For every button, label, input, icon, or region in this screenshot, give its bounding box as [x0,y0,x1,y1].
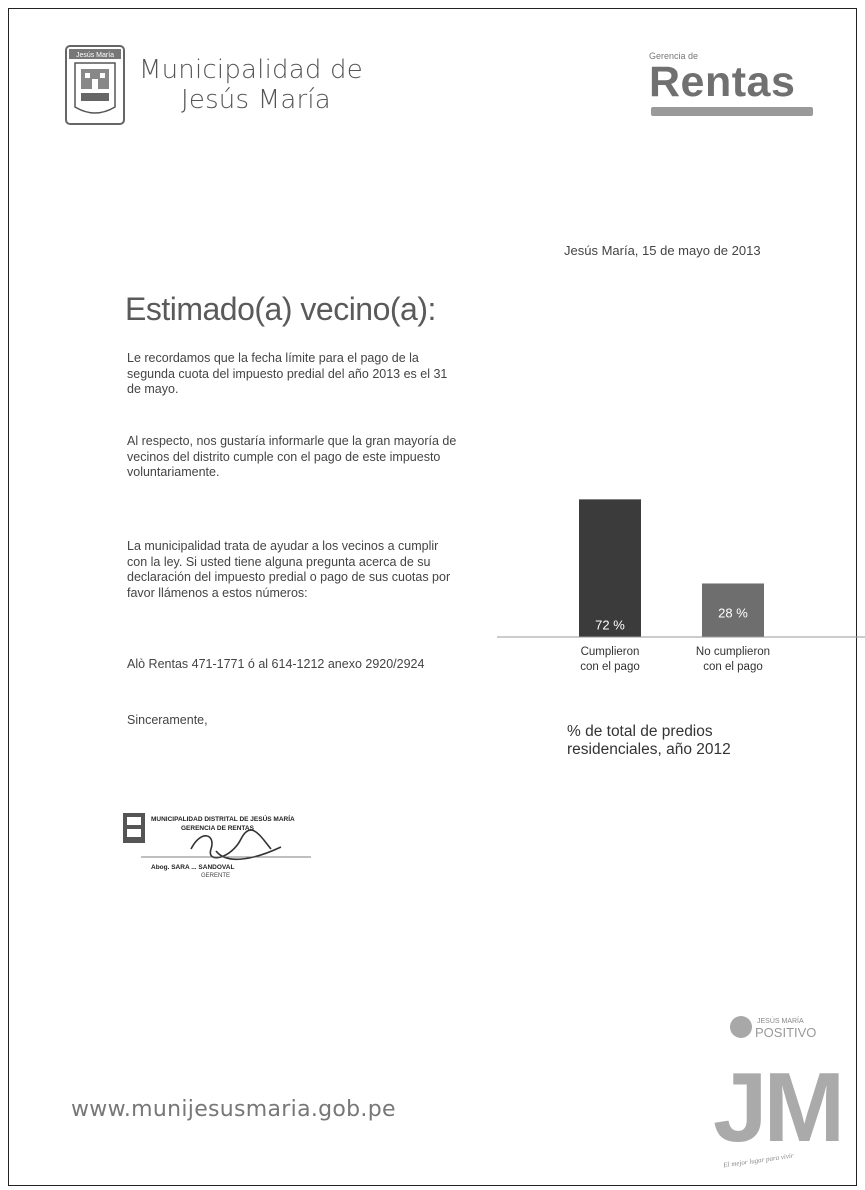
website-url: www.munijesusmaria.gob.pe [71,1097,396,1122]
jm-positivo-text: POSITIVO [755,1025,816,1040]
category-label: con el pago [703,661,762,673]
paragraph-help: La municipalidad trata de ayudar a los v… [127,539,451,600]
jm-letters: JM [713,1052,839,1162]
bar-cumplieron [579,499,641,637]
greeting: Estimado(a) vecino(a): [125,291,436,327]
paragraph-phone: Alò Rentas 471-1771 ó al 614-1212 anexo … [127,657,425,671]
bar-value-label: 28 % [718,605,748,620]
letter-date: Jesús María, 15 de mayo de 2013 [564,243,761,258]
stamp-line-1: MUNICIPALIDAD DISTRITAL DE JESÚS MARÍA [151,814,295,823]
rentas-logo-text: Rentas [649,58,796,106]
paragraph-majority: Al respecto, nos gustaría informarle que… [127,434,457,479]
chart-caption: % de total de predios residenciales, año… [567,723,731,758]
stamp-name: Abog. SARA ... SANDOVAL [151,864,234,871]
paragraph-deadline: Le recordamos que la fecha límite para e… [127,351,448,396]
closing: Sinceramente, [127,713,208,727]
jm-positivo-logo: JESÚS MARÍA POSITIVO JM El mejor lugar p… [713,1016,839,1169]
jm-top-text: JESÚS MARÍA [757,1016,804,1025]
rentas-subtitle: Gerencia de [649,51,699,61]
muni-line-1: Municipalidad de [139,55,363,85]
handwritten-signature [190,829,282,861]
signature-stamp: MUNICIPALIDAD DISTRITAL DE JESÚS MARÍA G… [123,813,311,879]
municipality-name: Municipalidad de Jesús María [139,55,363,115]
municipal-crest-logo: Jesús María [65,45,125,125]
bar-no-cumplieron [702,583,764,637]
bar-value-label: 72 % [595,617,625,632]
category-label: con el pago [580,661,639,673]
category-label: No cumplieron [696,646,770,658]
rentas-underline [651,107,813,116]
crest-text: Jesús María [76,52,114,59]
letter-page: Jesús María Municipalidad de Jesús María… [8,8,865,1186]
stamp-line-2: GERENCIA DE RENTAS [181,825,255,832]
muni-line-2: Jesús María [181,85,331,115]
category-label: Cumplieron [581,646,640,658]
compliance-bar-chart: 72 % Cumplieron con el pago 28 % No cumplier… [497,499,865,673]
stamp-role: GERENTE [201,873,230,879]
